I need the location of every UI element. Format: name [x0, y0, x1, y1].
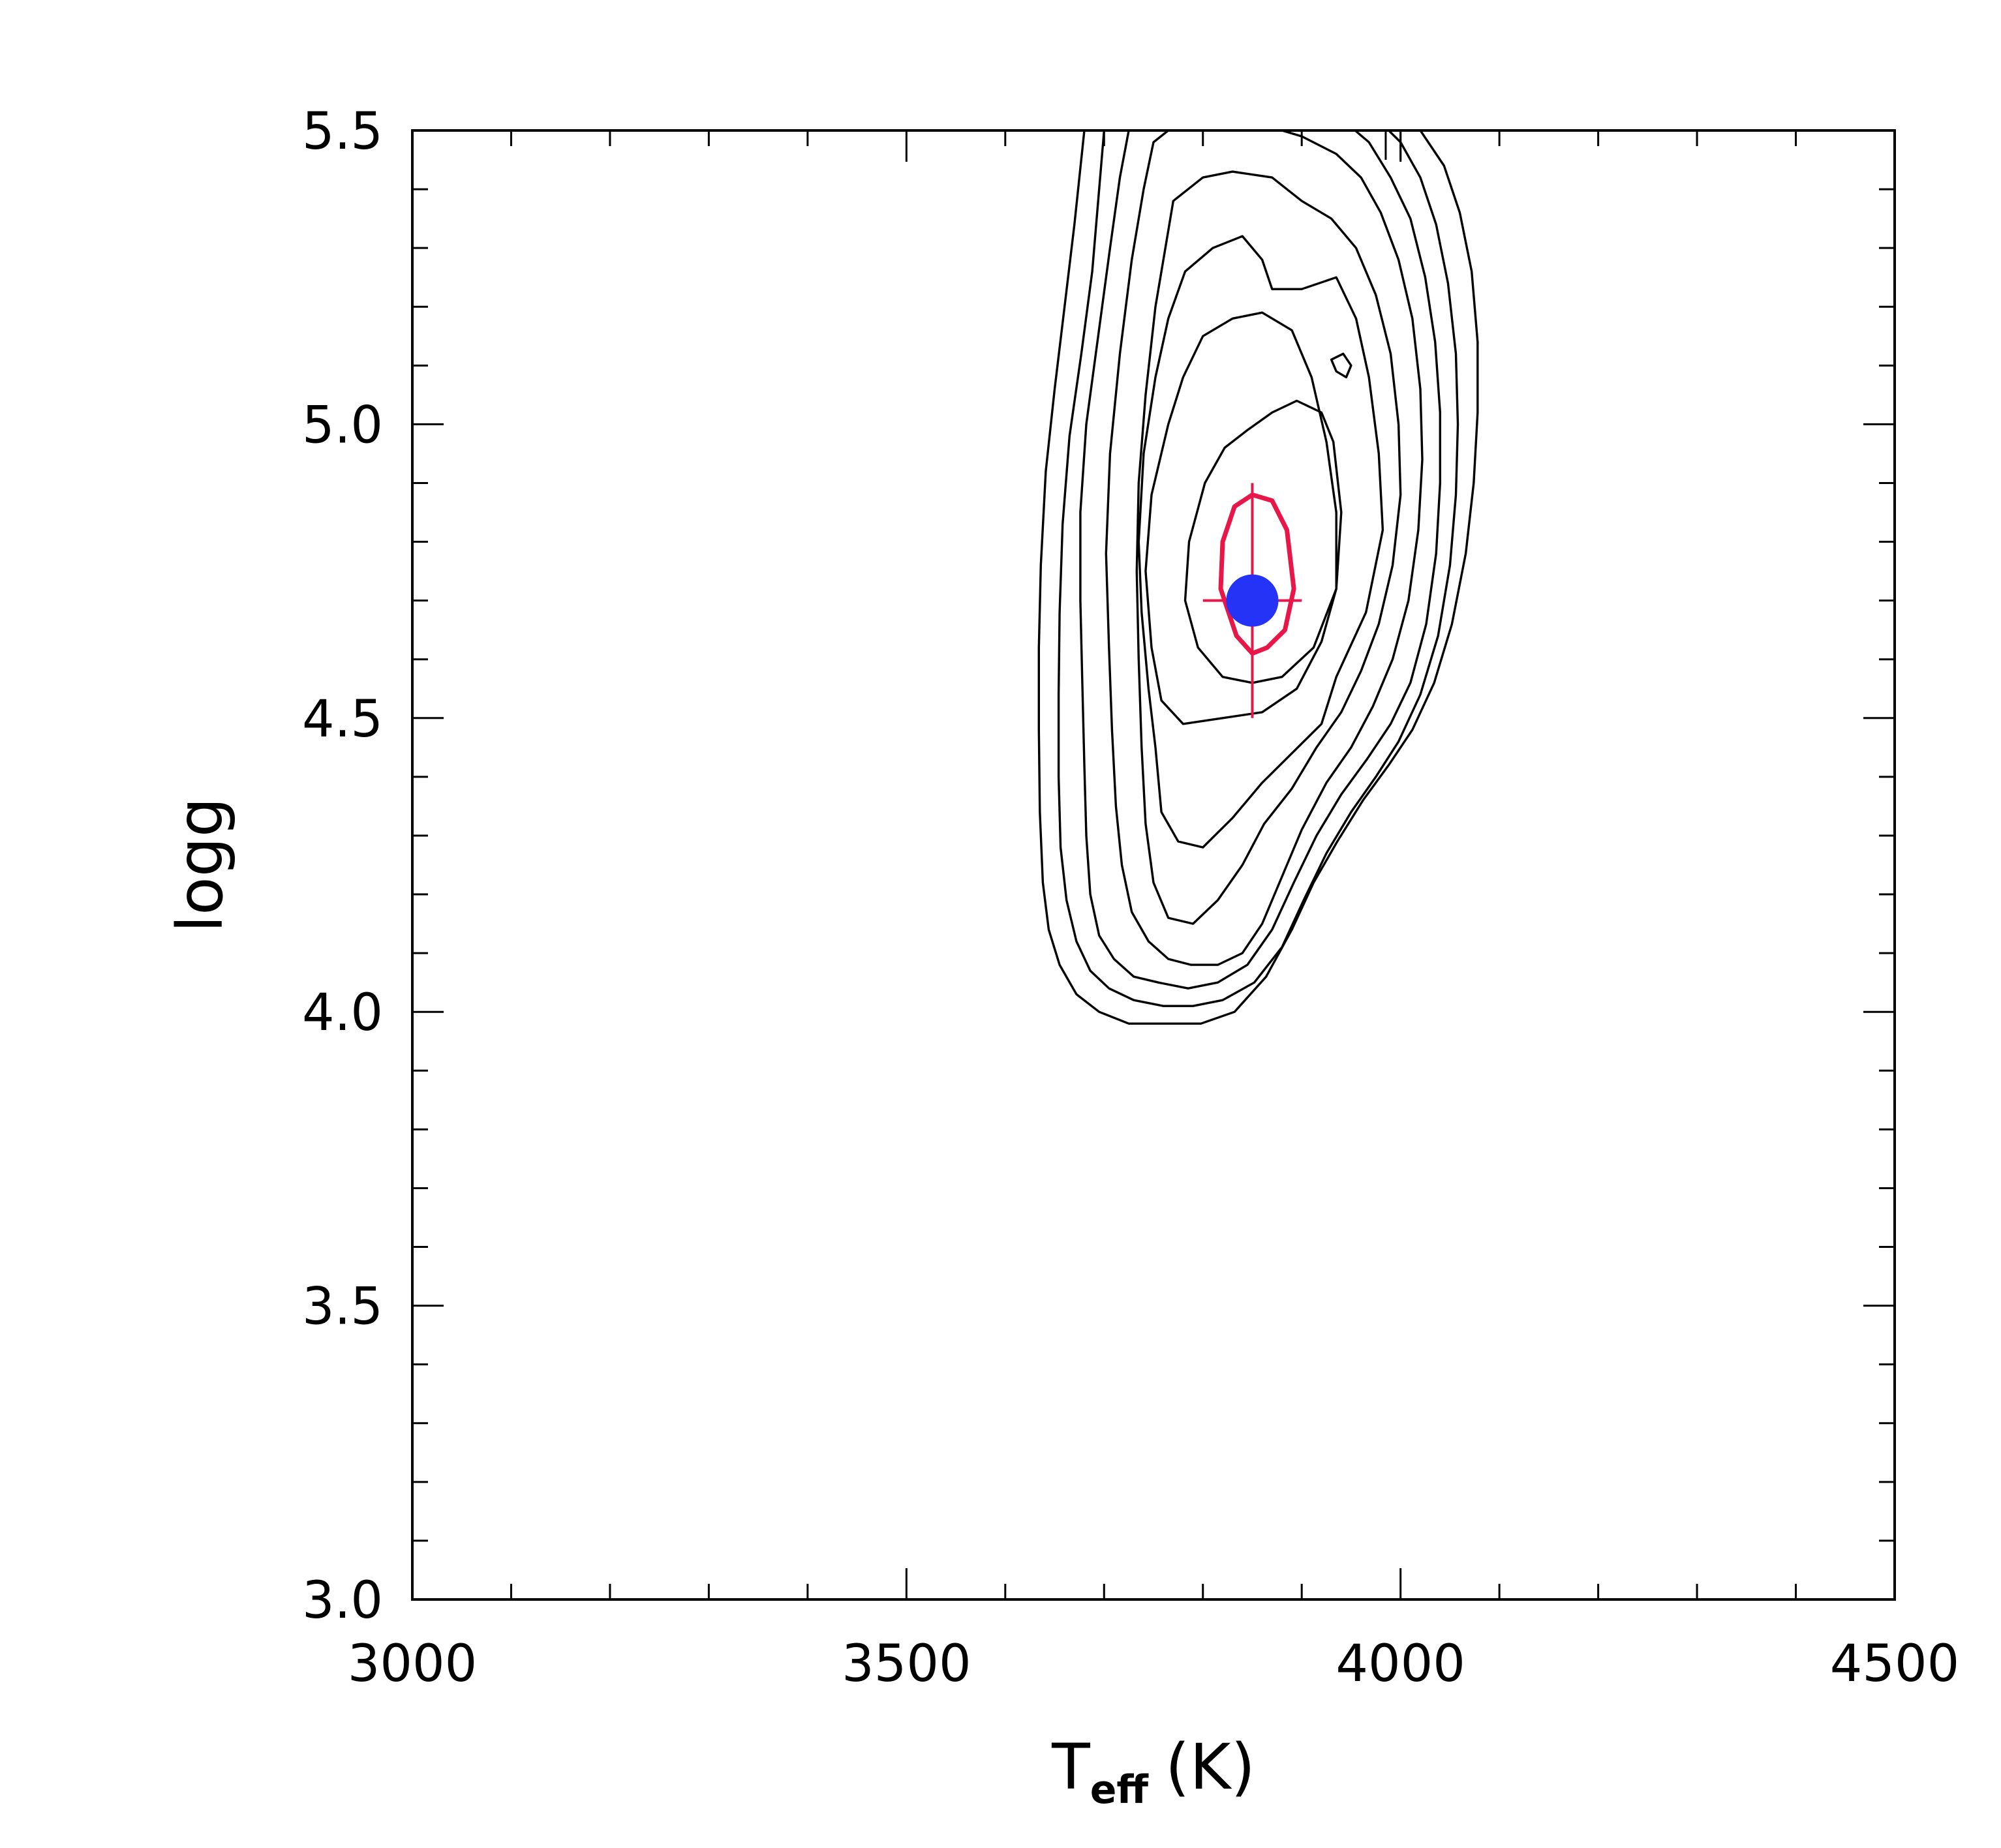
contour-line-7 [1057, 130, 1459, 1007]
x-tick-label: 4500 [1830, 1635, 1960, 1693]
y-tick-label: 5.5 [302, 102, 383, 161]
contour-line-9 [1330, 352, 1352, 378]
y-tick-label: 3.5 [302, 1278, 383, 1337]
best-fit-contour [1218, 492, 1296, 656]
x-tick-label: 3500 [842, 1635, 971, 1693]
y-axis-title: logg [164, 797, 237, 932]
contour-line-2 [1144, 311, 1337, 725]
contour-line-1 [1184, 399, 1343, 684]
y-tick-label: 5.0 [302, 396, 383, 455]
y-tick-label: 3.0 [302, 1571, 383, 1630]
best-fit-point [1226, 574, 1279, 627]
y-tick-label: 4.0 [302, 984, 383, 1042]
x-axis-subscript: eff [1090, 1767, 1150, 1813]
contour-line-3 [1137, 235, 1384, 849]
axis-ticks [412, 130, 1895, 1599]
x-tick-labels: 3000 3500 4000 4500 [348, 1635, 1960, 1693]
plot-frame [411, 129, 1896, 1601]
y-tick-labels: 3.0 3.5 4.0 4.5 5.0 5.5 [302, 102, 383, 1630]
x-axis-title: Teff (K) [1051, 1731, 1255, 1813]
y-tick-label: 4.5 [302, 690, 383, 749]
x-axis-symbol: T [1051, 1731, 1090, 1804]
best-fit-layer [1202, 483, 1302, 718]
contour-line-6 [1079, 130, 1441, 990]
contour-line-8 [1037, 130, 1479, 1025]
x-tick-label: 4000 [1336, 1635, 1465, 1693]
contour-line-4 [1135, 170, 1402, 925]
contour-lines [1037, 130, 1479, 1025]
contour-line-5 [1105, 130, 1424, 966]
x-axis-unit: (K) [1165, 1731, 1255, 1804]
x-tick-label: 3000 [348, 1635, 478, 1693]
